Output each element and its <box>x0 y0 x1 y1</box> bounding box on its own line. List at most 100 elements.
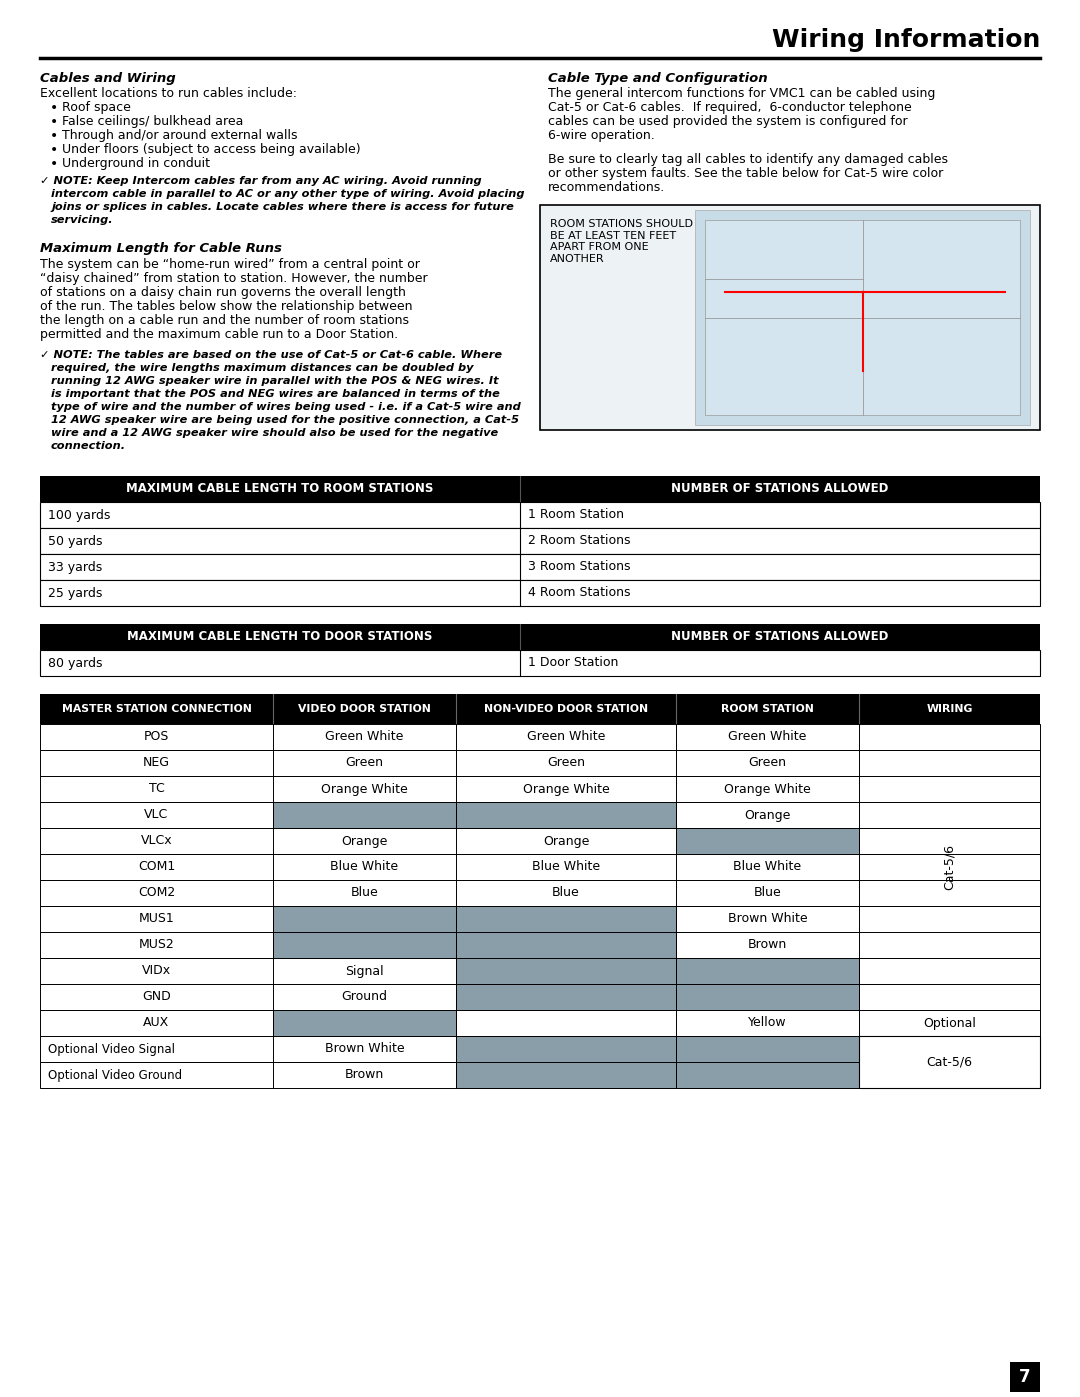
Text: Blue: Blue <box>351 887 378 900</box>
Text: type of wire and the number of wires being used - i.e. if a Cat-5 wire and: type of wire and the number of wires bei… <box>51 402 521 412</box>
Text: Green: Green <box>346 757 383 770</box>
Text: Orange: Orange <box>341 834 388 848</box>
Text: Brown: Brown <box>345 1069 384 1081</box>
Text: permitted and the maximum cable run to a Door Station.: permitted and the maximum cable run to a… <box>40 328 399 341</box>
Text: VIDEO DOOR STATION: VIDEO DOOR STATION <box>298 704 431 714</box>
Text: 4 Room Stations: 4 Room Stations <box>528 587 631 599</box>
Bar <box>676 983 859 1010</box>
Bar <box>40 854 1040 880</box>
Text: Cat-5 or Cat-6 cables.  If required,  6-conductor telephone: Cat-5 or Cat-6 cables. If required, 6-co… <box>548 101 912 115</box>
Text: Green White: Green White <box>325 731 404 743</box>
Bar <box>40 750 1040 775</box>
Text: Green: Green <box>546 757 585 770</box>
Bar <box>40 775 1040 802</box>
Bar <box>40 694 1040 724</box>
Text: Excellent locations to run cables include:: Excellent locations to run cables includ… <box>40 87 297 101</box>
Text: Maximum Length for Cable Runs: Maximum Length for Cable Runs <box>40 242 282 256</box>
Bar <box>40 1062 1040 1088</box>
Text: ✓ NOTE: Keep Intercom cables far from any AC wiring. Avoid running: ✓ NOTE: Keep Intercom cables far from an… <box>40 176 482 186</box>
Text: Green White: Green White <box>728 731 807 743</box>
Text: Through and/or around external walls: Through and/or around external walls <box>62 129 297 142</box>
Text: Optional Video Ground: Optional Video Ground <box>48 1069 183 1081</box>
Text: False ceilings/ bulkhead area: False ceilings/ bulkhead area <box>62 115 243 129</box>
Bar <box>273 932 456 958</box>
Text: Cable Type and Configuration: Cable Type and Configuration <box>548 73 768 85</box>
Text: MUS1: MUS1 <box>138 912 174 925</box>
Bar <box>456 958 676 983</box>
Text: Brown White: Brown White <box>325 1042 404 1056</box>
Text: NUMBER OF STATIONS ALLOWED: NUMBER OF STATIONS ALLOWED <box>672 630 889 644</box>
Text: NEG: NEG <box>143 757 170 770</box>
Text: ROOM STATIONS SHOULD
BE AT LEAST TEN FEET
APART FROM ONE
ANOTHER: ROOM STATIONS SHOULD BE AT LEAST TEN FEE… <box>550 219 693 264</box>
Text: COM2: COM2 <box>138 887 175 900</box>
Bar <box>273 907 456 932</box>
Text: •: • <box>50 129 58 142</box>
Text: AUX: AUX <box>144 1017 170 1030</box>
Text: Cables and Wiring: Cables and Wiring <box>40 73 176 85</box>
Text: the length on a cable run and the number of room stations: the length on a cable run and the number… <box>40 314 409 327</box>
Text: VLCx: VLCx <box>140 834 173 848</box>
Bar <box>40 1010 1040 1037</box>
Bar <box>696 210 1030 425</box>
Bar <box>40 983 1040 1010</box>
Text: •: • <box>50 101 58 115</box>
Bar <box>40 958 1040 983</box>
Bar <box>40 907 1040 932</box>
Text: Orange White: Orange White <box>523 782 609 795</box>
Text: MUS2: MUS2 <box>138 939 174 951</box>
Bar <box>456 907 676 932</box>
Text: “daisy chained” from station to station. However, the number: “daisy chained” from station to station.… <box>40 272 428 285</box>
Text: 33 yards: 33 yards <box>48 560 103 574</box>
Text: •: • <box>50 156 58 170</box>
Text: The system can be “home-run wired” from a central point or: The system can be “home-run wired” from … <box>40 258 420 271</box>
Text: •: • <box>50 115 58 129</box>
Bar <box>456 983 676 1010</box>
Bar <box>676 828 859 854</box>
Text: VIDx: VIDx <box>141 964 171 978</box>
Bar <box>705 219 1020 415</box>
Text: Orange White: Orange White <box>321 782 408 795</box>
Bar <box>676 1062 859 1088</box>
Text: Orange: Orange <box>543 834 590 848</box>
Bar <box>456 802 676 828</box>
Text: Underground in conduit: Underground in conduit <box>62 156 210 170</box>
Text: Blue White: Blue White <box>532 861 600 873</box>
Text: Brown White: Brown White <box>728 912 808 925</box>
Text: intercom cable in parallel to AC or any other type of wiring. Avoid placing: intercom cable in parallel to AC or any … <box>51 189 525 198</box>
Text: Orange White: Orange White <box>724 782 811 795</box>
Text: NON-VIDEO DOOR STATION: NON-VIDEO DOOR STATION <box>484 704 648 714</box>
Text: MAXIMUM CABLE LENGTH TO DOOR STATIONS: MAXIMUM CABLE LENGTH TO DOOR STATIONS <box>127 630 433 644</box>
Bar <box>40 724 1040 750</box>
Text: 12 AWG speaker wire are being used for the positive connection, a Cat-5: 12 AWG speaker wire are being used for t… <box>51 415 519 425</box>
Bar <box>273 802 456 828</box>
Text: Roof space: Roof space <box>62 101 131 115</box>
Text: connection.: connection. <box>51 441 126 451</box>
Bar <box>456 932 676 958</box>
Bar <box>40 1037 1040 1062</box>
Text: Blue: Blue <box>552 887 580 900</box>
Text: 25 yards: 25 yards <box>48 587 103 599</box>
Bar <box>859 1037 1040 1088</box>
Text: joins or splices in cables. Locate cables where there is access for future: joins or splices in cables. Locate cable… <box>51 203 514 212</box>
Text: Blue White: Blue White <box>330 861 399 873</box>
Bar <box>40 880 1040 907</box>
Text: Optional: Optional <box>923 1017 976 1030</box>
Text: POS: POS <box>144 731 170 743</box>
Text: TC: TC <box>149 782 164 795</box>
Text: servicing.: servicing. <box>51 215 113 225</box>
Bar <box>40 932 1040 958</box>
Text: Be sure to clearly tag all cables to identify any damaged cables: Be sure to clearly tag all cables to ide… <box>548 154 948 166</box>
Text: Blue: Blue <box>754 887 781 900</box>
Text: The general intercom functions for VMC1 can be cabled using: The general intercom functions for VMC1 … <box>548 87 935 101</box>
Text: Orange: Orange <box>744 809 791 821</box>
Text: 1 Room Station: 1 Room Station <box>528 509 624 521</box>
Text: 80 yards: 80 yards <box>48 657 103 669</box>
Text: cables can be used provided the system is configured for: cables can be used provided the system i… <box>548 115 907 129</box>
Text: GND: GND <box>143 990 171 1003</box>
Bar <box>1010 1362 1040 1391</box>
Text: Signal: Signal <box>346 964 383 978</box>
Text: Cat-5/6: Cat-5/6 <box>927 1056 972 1069</box>
Text: required, the wire lengths maximum distances can be doubled by: required, the wire lengths maximum dista… <box>51 363 473 373</box>
Text: Green: Green <box>748 757 786 770</box>
Text: WIRING: WIRING <box>927 704 973 714</box>
